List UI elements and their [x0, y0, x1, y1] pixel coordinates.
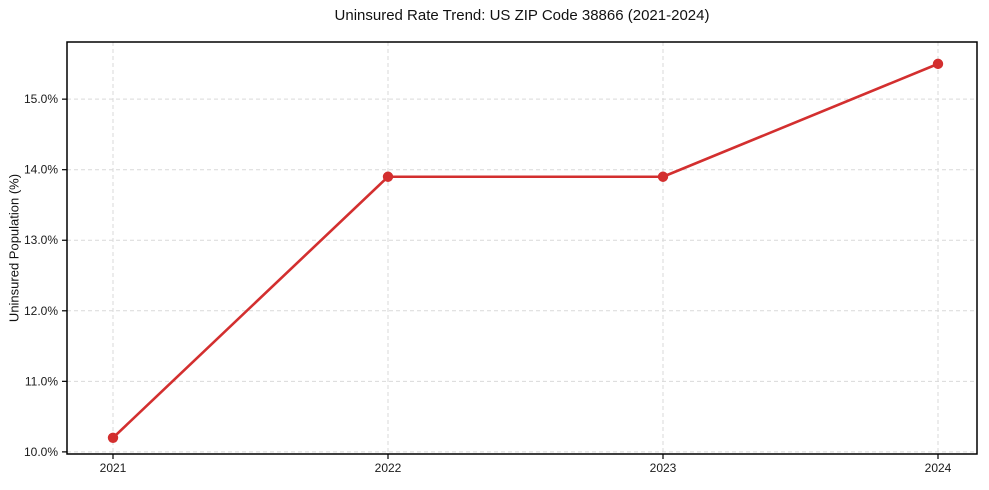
x-tick-label: 2021	[100, 461, 127, 475]
data-point-marker	[932, 58, 944, 70]
y-tick-label: 13.0%	[24, 233, 58, 247]
y-tick-label: 12.0%	[24, 304, 58, 318]
axis-layer	[62, 41, 978, 459]
series-layer	[107, 58, 944, 443]
x-tick-label: 2023	[650, 461, 677, 475]
tick-label-layer: 2021 2022 2023 2024 10.0% 11.0% 12.0% 13.0% 14.0…	[24, 92, 952, 475]
data-point-marker	[657, 171, 669, 182]
data-point-marker	[107, 432, 119, 443]
y-tick-label: 14.0%	[24, 163, 58, 177]
y-tick-label: 15.0%	[24, 92, 58, 106]
x-tick-label: 2022	[375, 461, 402, 475]
x-tick-label: 2024	[925, 461, 952, 475]
y-tick-label: 10.0%	[24, 445, 58, 459]
gridline-layer	[67, 42, 977, 454]
series-line	[111, 62, 940, 440]
data-point-marker	[382, 171, 394, 182]
plot-border	[66, 41, 978, 455]
chart-title: Uninsured Rate Trend: US ZIP Code 38866 …	[334, 7, 710, 24]
y-tick-label: 11.0%	[25, 374, 58, 388]
